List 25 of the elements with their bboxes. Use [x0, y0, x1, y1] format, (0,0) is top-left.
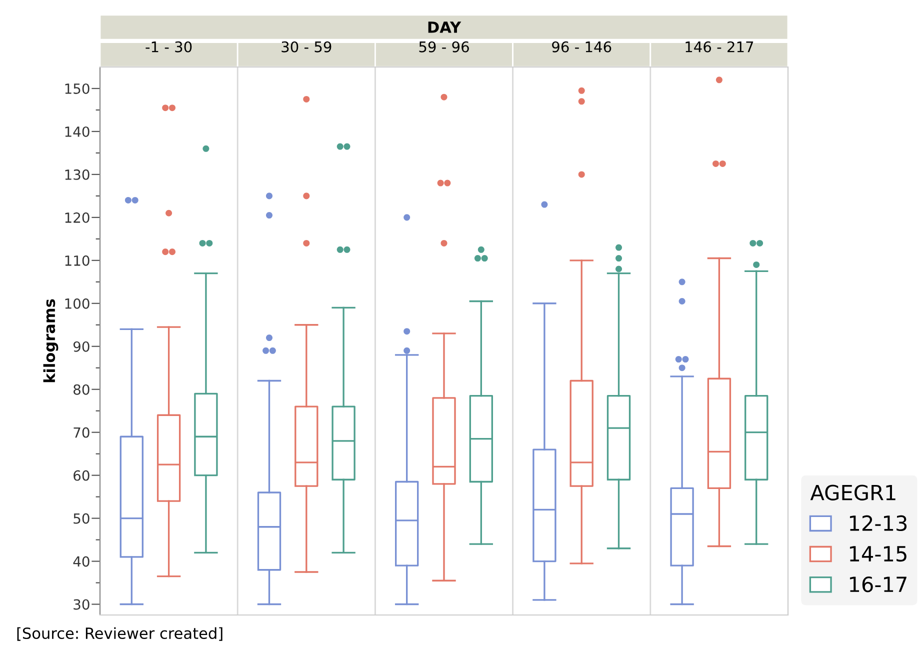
y-tick-label: 150: [65, 83, 90, 94]
text: [Source: Reviewer created]: [17, 627, 222, 641]
legend-label: 12-13: [850, 515, 907, 532]
y-tick-label: 140: [65, 126, 90, 137]
legend-title: AGEGR1: [810, 484, 896, 500]
y-tick-label: 30: [74, 599, 90, 610]
y-axis-title: kilograms: [43, 299, 58, 382]
x-tick-label: 96 - 146: [552, 41, 612, 52]
x-tick-label: 30 - 59: [282, 41, 332, 52]
y-tick-label: 60: [74, 470, 90, 481]
legend-label: 16-17: [850, 576, 906, 592]
x-axis-title: DAY: [428, 22, 462, 33]
y-tick-label: 50: [74, 513, 90, 524]
y-tick-label: 90: [73, 341, 90, 352]
y-tick-label: 40: [73, 556, 90, 567]
y-tick-label: 100: [65, 298, 90, 309]
legend-label: 14-15: [850, 546, 906, 562]
y-tick-label: 70: [74, 427, 90, 438]
y-tick-label: 130: [65, 169, 90, 180]
x-tick-label: 59 - 96: [419, 41, 469, 52]
x-tick-label: -1 - 30: [146, 41, 192, 52]
y-tick-label: 110: [65, 255, 90, 266]
y-tick-label: 120: [65, 212, 90, 223]
y-tick-label: 80: [74, 384, 90, 395]
x-tick-label: 146 - 217: [686, 41, 754, 52]
